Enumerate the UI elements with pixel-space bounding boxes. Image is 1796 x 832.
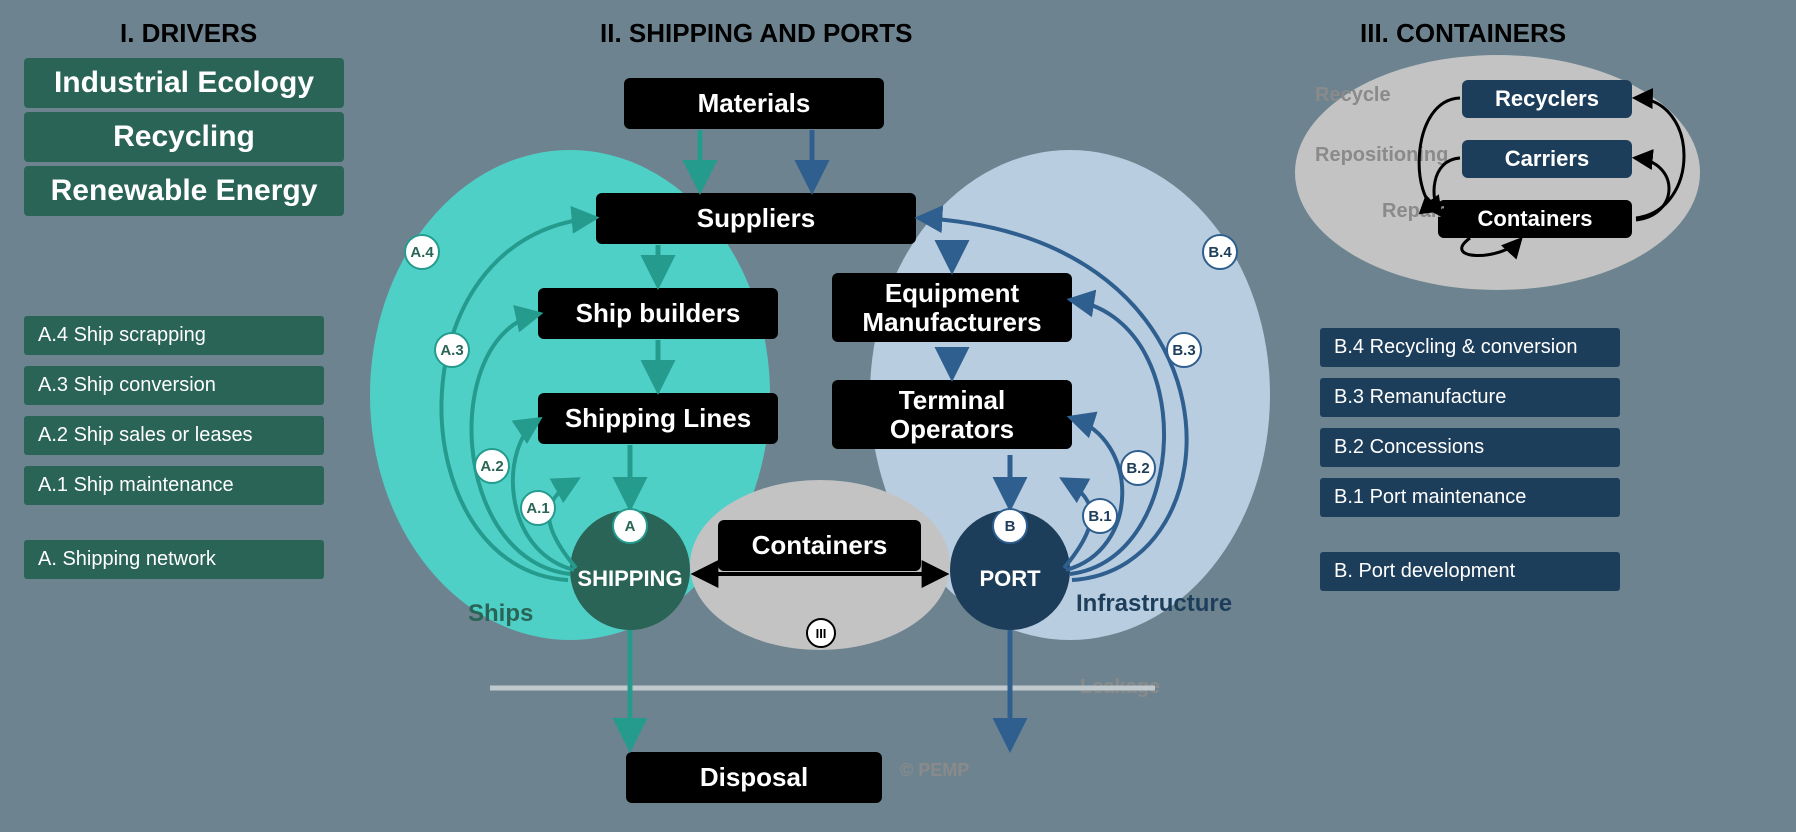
legend-b4: B.4 Recycling & conversion bbox=[1320, 328, 1620, 367]
title-drivers: I. DRIVERS bbox=[120, 18, 257, 49]
badge-a4: A.4 bbox=[404, 234, 440, 270]
badge-iii: III bbox=[806, 618, 836, 648]
legend-a4: A.4 Ship scrapping bbox=[24, 316, 324, 355]
node-suppliers: Suppliers bbox=[596, 193, 916, 244]
legend-b2: B.2 Concessions bbox=[1320, 428, 1620, 467]
port-hub-label: PORT bbox=[979, 566, 1040, 592]
badge-b4: B.4 bbox=[1202, 234, 1238, 270]
node-equip-mfr: Equipment Manufacturers bbox=[832, 273, 1072, 342]
legend-a1: A.1 Ship maintenance bbox=[24, 466, 324, 505]
driver-renewable-energy: Renewable Energy bbox=[24, 166, 344, 216]
shipping-hub-label: SHIPPING bbox=[577, 566, 682, 592]
node-shipping-lines: Shipping Lines bbox=[538, 393, 778, 444]
badge-b: B bbox=[992, 508, 1028, 544]
badge-b2: B.2 bbox=[1120, 450, 1156, 486]
badge-a1: A.1 bbox=[520, 490, 556, 526]
label-infrastructure: Infrastructure bbox=[1076, 590, 1232, 618]
node-disposal: Disposal bbox=[626, 752, 882, 803]
label-recycle: Recycle bbox=[1315, 84, 1391, 107]
label-ships: Ships bbox=[468, 600, 533, 628]
panel-recyclers: Recyclers bbox=[1462, 80, 1632, 118]
badge-a: A bbox=[612, 508, 648, 544]
label-repair: Repair bbox=[1382, 200, 1444, 223]
node-materials: Materials bbox=[624, 78, 884, 129]
label-leakage: Leakage bbox=[1080, 676, 1160, 699]
panel-carriers: Carriers bbox=[1462, 140, 1632, 178]
badge-a3: A.3 bbox=[434, 332, 470, 368]
label-copyright: © PEMP bbox=[900, 760, 969, 781]
node-terminal-ops: Terminal Operators bbox=[832, 380, 1072, 449]
legend-a: A. Shipping network bbox=[24, 540, 324, 579]
node-containers-mid: Containers bbox=[718, 520, 921, 571]
legend-b3: B.3 Remanufacture bbox=[1320, 378, 1620, 417]
legend-a2: A.2 Ship sales or leases bbox=[24, 416, 324, 455]
title-containers: III. CONTAINERS bbox=[1360, 18, 1566, 49]
driver-industrial-ecology: Industrial Ecology bbox=[24, 58, 344, 108]
title-shipping-ports: II. SHIPPING AND PORTS bbox=[600, 18, 913, 49]
legend-b: B. Port development bbox=[1320, 552, 1620, 591]
badge-b3: B.3 bbox=[1166, 332, 1202, 368]
legend-a3: A.3 Ship conversion bbox=[24, 366, 324, 405]
badge-b1: B.1 bbox=[1082, 498, 1118, 534]
node-ship-builders: Ship builders bbox=[538, 288, 778, 339]
panel-containers: Containers bbox=[1438, 200, 1632, 238]
driver-recycling: Recycling bbox=[24, 112, 344, 162]
legend-b1: B.1 Port maintenance bbox=[1320, 478, 1620, 517]
label-repositioning: Repositioning bbox=[1315, 144, 1448, 167]
badge-a2: A.2 bbox=[474, 448, 510, 484]
